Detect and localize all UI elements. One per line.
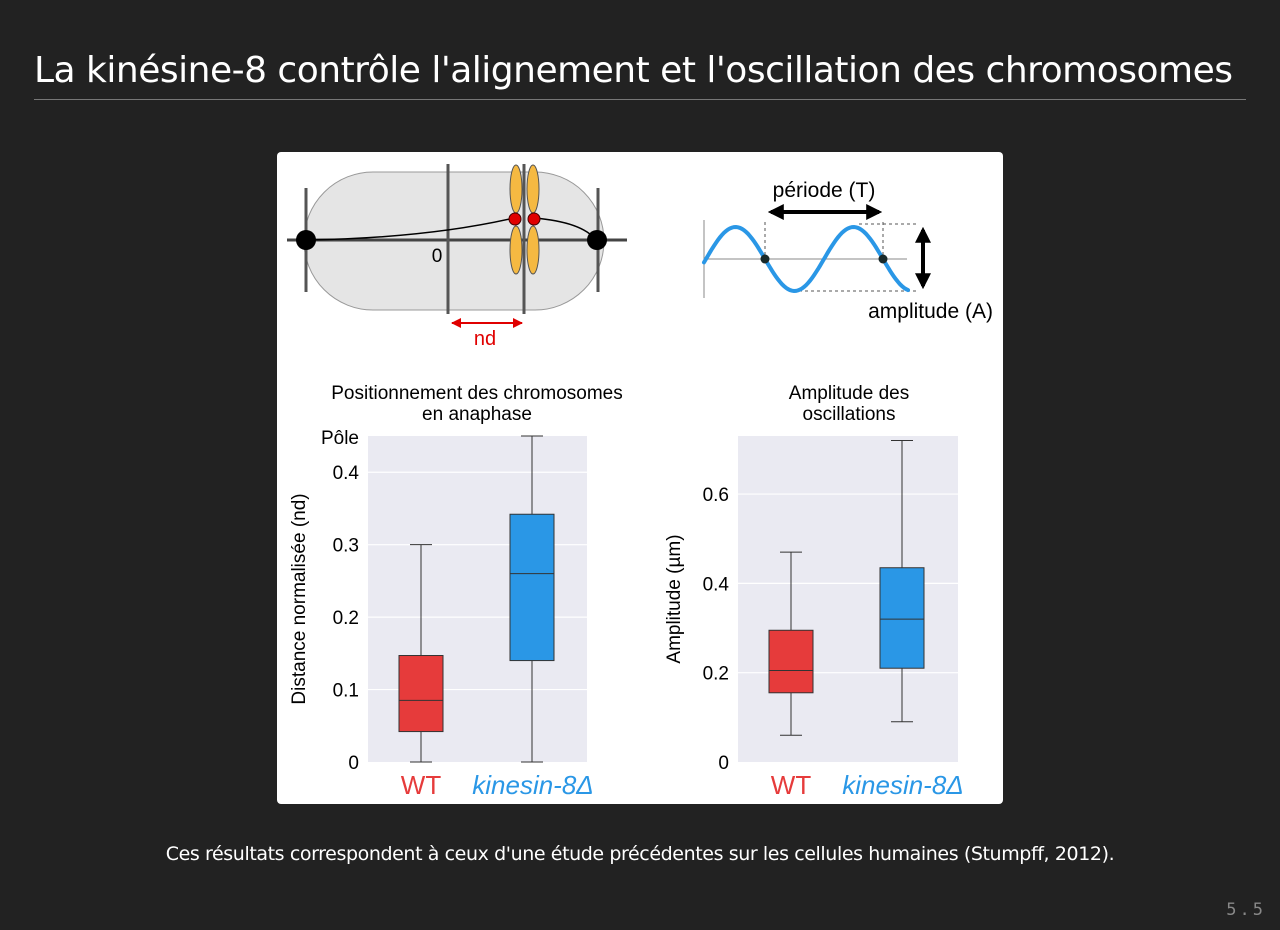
- y-tick-label: 0: [348, 753, 359, 774]
- spindle-pole-right-icon: [587, 230, 607, 250]
- title-divider: [34, 99, 1246, 100]
- slide-caption: Ces résultats correspondent à ceux d'une…: [165, 843, 1115, 865]
- nd-label: nd: [474, 328, 496, 350]
- y-tick-label: 0.4: [703, 574, 730, 595]
- category-label-wt: WT: [771, 770, 812, 800]
- oscillation-wave: [702, 224, 910, 294]
- y-tick-label: 0.2: [703, 664, 729, 685]
- oscillation-schematic: période (T) amplitude (A): [702, 179, 993, 323]
- kinetochore-icon: [508, 212, 522, 226]
- category-label-wt: WT: [401, 770, 442, 800]
- amplitude-label: amplitude (A): [868, 300, 993, 323]
- kinetochore-icon: [527, 212, 541, 226]
- y-axis-label: Amplitude (µm): [664, 534, 685, 663]
- period-start-marker: [760, 254, 770, 264]
- box-iqr: [768, 629, 814, 694]
- chart-title: Positionnement des chromosomes: [331, 383, 622, 404]
- category-label-kinesin: kinesin-8Δ: [472, 770, 594, 800]
- pole-label: Pôle: [321, 428, 359, 449]
- y-tick-label: 0.3: [333, 536, 359, 557]
- y-tick-label: 0.1: [333, 681, 359, 702]
- box-iqr: [398, 655, 444, 733]
- y-tick-label: 0: [718, 753, 729, 774]
- chart-title: Amplitude des: [789, 383, 909, 404]
- box-kinesin-amplitude: [879, 439, 925, 723]
- slide-number: 5.5: [1226, 900, 1266, 920]
- figure-panel: 0 nd période (T) amplitude (A) 0 0.1 0.2 0.…: [277, 152, 1003, 804]
- y-tick-label: 0.6: [703, 485, 729, 506]
- chromosome-icon: [508, 164, 541, 275]
- slide-title: La kinésine-8 contrôle l'alignement et l…: [34, 50, 1233, 91]
- spindle-pole-left-icon: [296, 230, 316, 250]
- box-kinesin-position: [509, 435, 555, 763]
- category-label-kinesin: kinesin-8Δ: [842, 770, 964, 800]
- chart-title: en anaphase: [422, 404, 532, 425]
- period-label: période (T): [773, 179, 876, 202]
- microtubule-left: [306, 217, 515, 241]
- y-tick-label: 0.4: [333, 463, 360, 484]
- y-tick-label: 0.2: [333, 608, 359, 629]
- period-end-marker: [878, 254, 888, 264]
- zero-label: 0: [432, 246, 443, 267]
- chart-title: oscillations: [803, 404, 896, 425]
- plot-area: [738, 436, 958, 762]
- box-iqr: [879, 567, 925, 669]
- box-wt-amplitude: [768, 551, 814, 736]
- box-iqr: [509, 513, 555, 662]
- chart-chromosome-position: 0 0.1 0.2 0.3 0.4 Positionnement des chromoso…: [289, 383, 623, 800]
- spindle-schematic: 0 nd: [287, 164, 627, 350]
- box-wt-position: [398, 544, 444, 763]
- y-axis-label: Distance normalisée (nd): [289, 493, 310, 704]
